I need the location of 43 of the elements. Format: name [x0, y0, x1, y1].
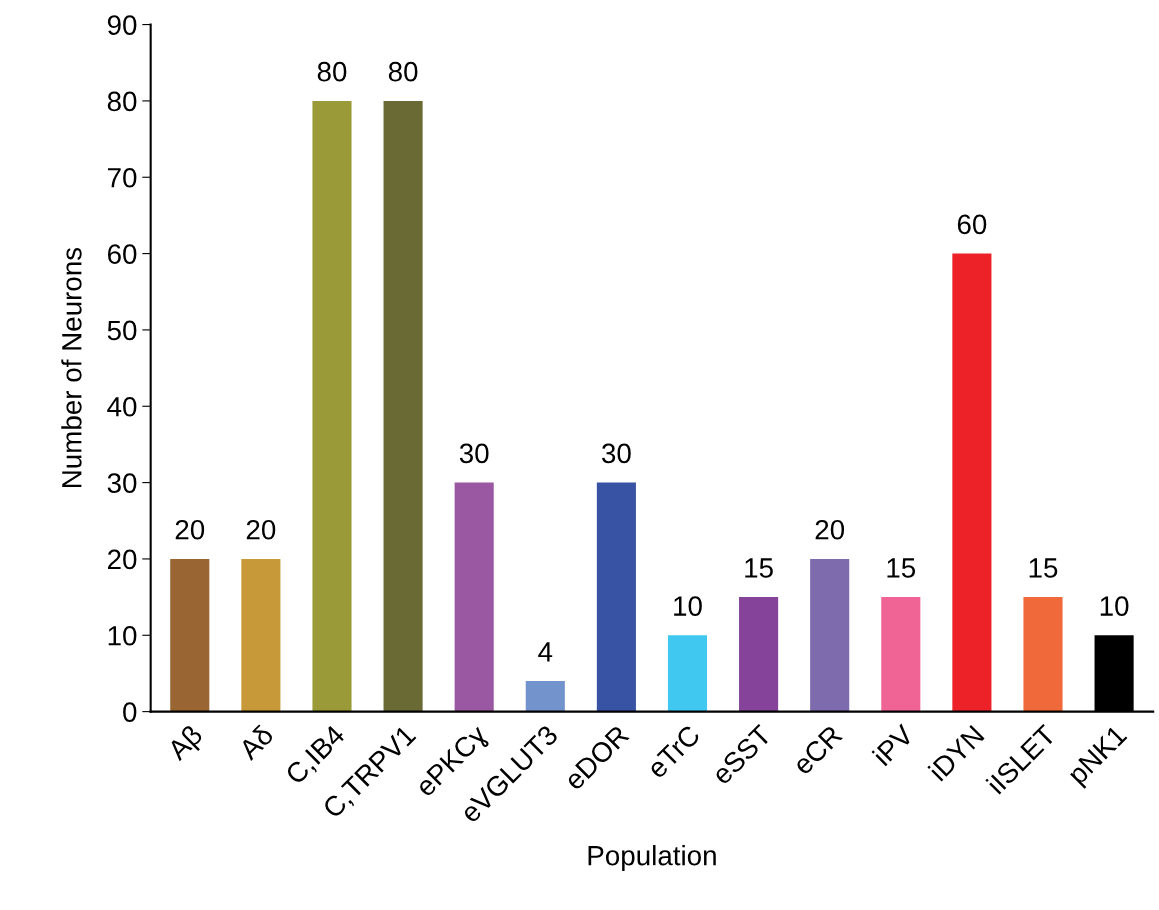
- bar: [241, 558, 281, 712]
- y-tick-label: 20: [107, 549, 137, 570]
- y-tick-label: 60: [107, 244, 137, 264]
- data-label: 80: [388, 61, 418, 82]
- y-tick-label: 40: [107, 396, 137, 417]
- data-label: 30: [602, 443, 631, 464]
- bar: [881, 597, 921, 712]
- data-label: 15: [1029, 558, 1058, 578]
- data-label: 4: [538, 642, 553, 662]
- bar: [810, 558, 850, 712]
- data-label: 10: [674, 596, 702, 616]
- y-tick-label: 10: [108, 625, 137, 646]
- y-tick-label: 70: [108, 167, 137, 188]
- data-label: 80: [317, 61, 347, 82]
- y-tick-label: 0: [123, 702, 137, 722]
- bar: [1023, 597, 1063, 712]
- data-label: 15: [745, 558, 773, 578]
- y-tick-label: 50: [107, 320, 137, 341]
- data-label: 30: [459, 443, 489, 464]
- bar: [170, 558, 210, 712]
- bar: [739, 597, 779, 712]
- bar: [952, 253, 992, 712]
- bar: [596, 482, 636, 712]
- bar: [525, 681, 565, 712]
- data-label: 20: [246, 519, 276, 540]
- x-tick-label: Aδ: [236, 723, 275, 762]
- data-label: 20: [175, 519, 205, 540]
- y-tick-label: 30: [107, 473, 137, 493]
- y-tick-label: 90: [107, 15, 137, 35]
- bar: [454, 482, 494, 712]
- y-axis-title: Number of Neurons: [61, 247, 82, 487]
- bar: [667, 635, 708, 712]
- bar: [383, 100, 423, 712]
- data-label: 10: [1100, 596, 1129, 616]
- bar: [312, 100, 352, 712]
- x-tick-label: Aβ: [165, 723, 208, 766]
- x-tick-label: iPV: [871, 722, 915, 767]
- y-tick-label: 80: [107, 91, 137, 112]
- x-axis-title: Population: [588, 845, 716, 871]
- data-label: 20: [815, 519, 845, 540]
- x-tick-label: eCR: [791, 724, 844, 776]
- data-label: 15: [887, 558, 916, 578]
- data-label: 60: [957, 214, 987, 235]
